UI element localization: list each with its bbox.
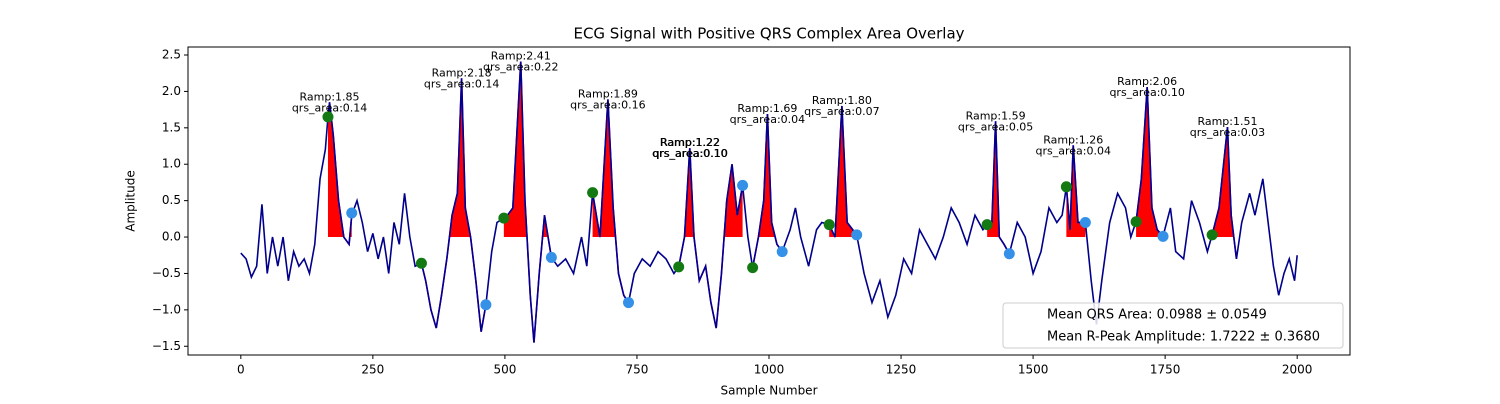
annotation: Ramp:1.51	[1197, 115, 1257, 128]
point	[776, 246, 788, 258]
point	[1157, 230, 1169, 242]
y-tick-label: 1.0	[162, 157, 181, 171]
y-tick-label: 0.0	[162, 230, 181, 244]
point	[346, 207, 358, 219]
annotation: qrs_area:0.03	[1190, 126, 1265, 139]
plot-frame	[187, 46, 1351, 356]
y-tick-label: −1.0	[152, 302, 181, 316]
point	[1003, 248, 1015, 260]
y-tick-label: −1.5	[152, 339, 181, 353]
qrs-area-fill	[327, 102, 352, 238]
annotation: qrs_area:0.04	[1035, 144, 1110, 157]
annotation: Ramp:1.22	[660, 136, 720, 149]
point	[823, 219, 835, 231]
qrs-area-fill	[503, 61, 549, 238]
point	[1060, 181, 1072, 193]
legend-entry: Mean QRS Area: 0.0988 ± 0.0549	[1047, 308, 1267, 323]
annotation: qrs_area:0.07	[804, 105, 879, 118]
point	[673, 261, 685, 273]
point	[851, 229, 863, 241]
x-axis-label: Sample Number	[720, 384, 817, 398]
qrs-segment	[503, 61, 553, 343]
point	[623, 297, 635, 309]
point	[322, 111, 334, 123]
annotation: Ramp:2.06	[1117, 75, 1177, 88]
x-tick-label: 2000	[1282, 363, 1313, 377]
qrs-area-fill	[1212, 127, 1234, 238]
point	[1079, 216, 1091, 228]
legend-box	[1002, 302, 1344, 349]
point	[1206, 229, 1218, 241]
y-tick-label: 1.5	[162, 120, 181, 134]
annotation: Ramp:1.26	[1043, 133, 1103, 146]
y-tick-label: 2.5	[162, 48, 181, 62]
x-tick-label: 1250	[886, 363, 917, 377]
qrs-area-fill	[684, 148, 743, 238]
x-tick-label: 500	[493, 363, 516, 377]
annotation: Ramp:1.22	[660, 136, 720, 149]
annotation: qrs_area:0.14	[424, 77, 499, 90]
point	[747, 262, 759, 274]
point	[981, 219, 993, 231]
qrs-segment	[420, 78, 487, 332]
x-tick-label: 750	[626, 363, 649, 377]
qrs-area-fill	[449, 78, 471, 238]
annotation: Ramp:2.18	[432, 66, 492, 79]
ecg-line	[240, 61, 1298, 343]
point	[587, 187, 599, 199]
plot-area	[240, 61, 1298, 343]
point	[1130, 216, 1142, 228]
annotation: qrs_area:0.14	[292, 101, 367, 114]
x-tick-label: 0	[237, 363, 245, 377]
point	[480, 299, 492, 311]
chart-title: ECG Signal with Positive QRS Complex Are…	[573, 25, 964, 43]
annotation: qrs_area:0.16	[570, 98, 645, 111]
y-axis-label: Amplitude	[124, 170, 138, 232]
point	[415, 257, 427, 269]
annotation: Ramp:2.41	[491, 50, 551, 63]
annotation: qrs_area:0.10	[652, 147, 727, 160]
annotation: Ramp:1.59	[966, 109, 1026, 122]
qrs-area-fill	[829, 105, 857, 238]
legend-entry: Mean R-Peak Amplitude: 1.7222 ± 0.3680	[1047, 330, 1320, 345]
y-tick-label: −0.5	[152, 266, 181, 280]
y-tick-label: 2.0	[162, 84, 181, 98]
x-tick-label: 1750	[1150, 363, 1181, 377]
annotation: Ramp:1.85	[300, 90, 360, 103]
point	[498, 212, 510, 224]
annotation: qrs_area:0.05	[958, 120, 1033, 133]
x-tick-label: 1000	[754, 363, 785, 377]
x-tick-label: 250	[361, 363, 384, 377]
annotation: qrs_area:0.22	[483, 61, 558, 74]
x-tick-label: 1500	[1018, 363, 1049, 377]
annotation: Ramp:1.80	[812, 94, 872, 107]
annotation: Ramp:1.89	[578, 87, 638, 100]
y-tick-label: 0.5	[162, 193, 181, 207]
annotation: qrs_area:0.10	[653, 147, 728, 160]
annotation: Ramp:1.69	[737, 102, 797, 115]
annotation: qrs_area:0.10	[1109, 86, 1184, 99]
point	[737, 179, 749, 191]
annotation: qrs_area:0.04	[730, 113, 805, 126]
qrs-area-fill	[592, 99, 616, 238]
point	[545, 251, 557, 263]
